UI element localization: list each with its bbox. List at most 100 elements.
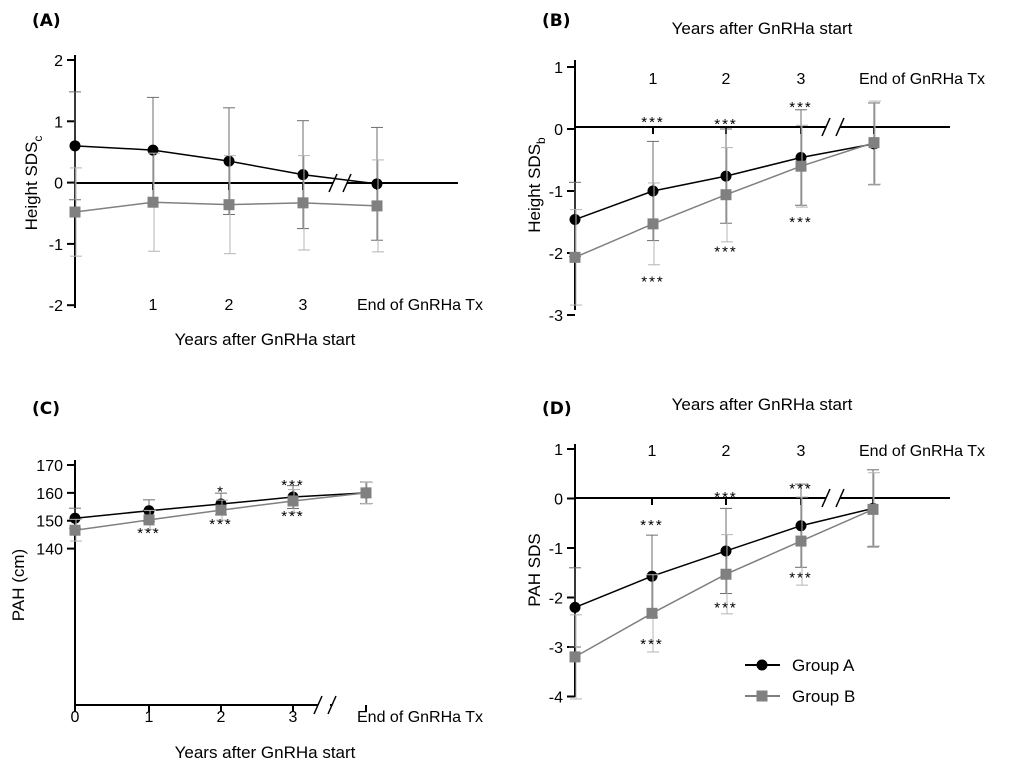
data-point-group-b [867,503,879,515]
data-point-group-a [69,512,81,524]
y-tick-label: 160 [36,486,63,503]
x-tick-label: 1 [648,443,657,460]
legend: Group A Group B [745,656,855,706]
significance-marker: *** [137,525,161,542]
legend-marker-group-a [756,659,768,671]
axis-break-mark [328,173,338,193]
y-tick-label: 0 [554,122,563,139]
x-tick-label-end: End of GnRHa Tx [859,71,985,88]
series-line [574,508,874,658]
x-tick-label: 3 [797,71,806,88]
axis-break-mark [327,695,337,715]
data-point-group-a [223,155,235,167]
significance-marker: *** [789,214,813,231]
y-axis-title-text: Height SDS [22,142,41,231]
y-tick-label: 170 [36,458,63,475]
data-point-group-b [143,514,155,526]
x-axis-title: Years after GnRHa start [175,743,356,762]
y-axis-title-text: Height SDS [525,144,544,233]
axis-break-mark [835,488,845,508]
data-point-group-b [569,251,581,263]
x-tick-label: 2 [722,71,731,88]
data-point-group-a [720,170,732,182]
axis-break-mark [835,117,845,137]
data-point-group-b [647,218,659,230]
x-axis-title: Years after GnRHa start [672,19,853,38]
data-point-group-b [569,651,581,663]
data-point-group-a [569,214,581,226]
significance-marker: *** [640,517,664,534]
series-group-a [69,91,383,241]
data-point-group-b [360,487,372,499]
x-tick-label: 1 [149,297,158,314]
series-line [574,143,875,221]
data-point-group-b [297,197,309,209]
significance-marker: *** [281,477,305,494]
data-point-group-a [147,144,159,156]
panel-label: (B) [542,11,571,31]
data-point-group-b [69,524,81,536]
y-tick-label: 0 [54,176,63,193]
data-point-group-a [371,178,383,190]
y-axis-title: PAH (cm) [9,549,28,621]
y-tick-label: -1 [549,541,563,558]
significance-marker: *** [714,599,738,616]
significance-marker: *** [714,489,738,506]
y-tick-label: -3 [549,308,563,325]
x-tick-label: 3 [299,297,308,314]
axis-break-mark [313,695,323,715]
series-group-b [69,481,373,542]
y-axis-title: Height SDSb [525,137,548,233]
x-tick-label: 1 [145,709,154,726]
series-group-b [69,152,384,257]
panel-d: (D) -4 -3 -2 -1 0 1 1 2 3 End of GnRHa Tx Years aft… [525,395,985,707]
significance-marker: *** [789,99,813,116]
data-point-group-a [646,570,658,582]
data-point-group-a [795,520,807,532]
significance-marker: *** [640,636,664,653]
series-group-b [569,472,880,700]
y-tick-label: -4 [549,690,563,707]
y-tick-label: 2 [54,53,63,70]
y-tick-label: -1 [49,237,63,254]
data-point-group-b [69,206,81,218]
legend-label: Group A [792,656,855,675]
significance-marker: *** [789,481,813,498]
data-point-group-b [646,607,658,619]
y-tick-label: 140 [36,542,63,559]
series-line [574,507,874,609]
significance-marker: *** [281,508,305,525]
significance-marker: *** [789,570,813,587]
data-point-group-a [569,601,581,613]
panel-label: (A) [32,11,61,31]
significance-marker: *** [714,244,738,261]
significance-marker: * [217,484,225,501]
panel-label: (C) [32,399,60,419]
data-point-group-b [795,160,807,172]
x-axis-title: Years after GnRHa start [672,395,853,414]
x-tick-label: 2 [722,443,731,460]
axis-break-mark [821,117,831,137]
x-tick-label: 0 [71,709,80,726]
legend-marker-group-b [756,690,768,702]
significance-marker: *** [641,273,665,290]
y-axis-title-subscript: b [534,137,548,144]
x-tick-label-end: End of GnRHa Tx [357,709,483,726]
y-tick-label: -2 [49,298,63,315]
y-tick-label: 1 [554,60,563,77]
y-axis-title-subscript: c [31,136,45,142]
x-tick-label: 2 [225,297,234,314]
data-point-group-b [215,504,227,516]
axis-break-mark [821,488,831,508]
data-point-group-a [647,185,659,197]
data-point-group-b [720,568,732,580]
y-tick-label: -3 [549,640,563,657]
x-axis-title: Years after GnRHa start [175,330,356,349]
y-axis-title-text: PAH SDS [525,533,544,606]
significance-marker: *** [641,114,665,131]
data-point-group-b [795,535,807,547]
data-point-group-a [720,545,732,557]
data-point-group-b [287,495,299,507]
